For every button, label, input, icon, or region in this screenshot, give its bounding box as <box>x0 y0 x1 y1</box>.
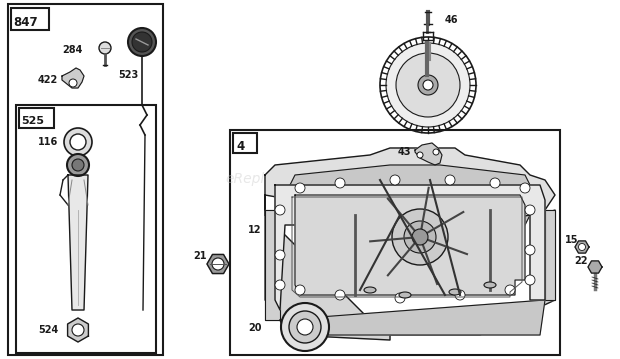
Bar <box>16 105 156 353</box>
Text: 12: 12 <box>248 225 262 235</box>
Polygon shape <box>265 195 555 340</box>
Polygon shape <box>295 195 525 295</box>
Circle shape <box>520 183 530 193</box>
Circle shape <box>297 319 313 335</box>
Polygon shape <box>415 143 442 165</box>
Circle shape <box>525 275 535 285</box>
Circle shape <box>275 205 285 215</box>
Bar <box>19 108 54 128</box>
Bar <box>8 4 163 355</box>
Circle shape <box>412 229 428 245</box>
Circle shape <box>335 290 345 300</box>
Ellipse shape <box>449 289 461 295</box>
Circle shape <box>295 183 305 193</box>
Bar <box>233 133 257 153</box>
Polygon shape <box>275 185 545 310</box>
Polygon shape <box>68 318 89 342</box>
Text: 15: 15 <box>565 235 578 245</box>
Polygon shape <box>265 148 555 215</box>
Circle shape <box>289 311 321 343</box>
Circle shape <box>128 28 156 56</box>
Circle shape <box>578 243 585 251</box>
Circle shape <box>390 175 400 185</box>
Ellipse shape <box>484 282 496 288</box>
Circle shape <box>212 258 224 270</box>
Circle shape <box>490 178 500 188</box>
Polygon shape <box>280 300 545 335</box>
Circle shape <box>335 178 345 188</box>
Text: 525: 525 <box>21 116 44 126</box>
Text: 21: 21 <box>193 251 206 261</box>
Circle shape <box>505 285 515 295</box>
Circle shape <box>275 250 285 260</box>
Circle shape <box>132 32 152 52</box>
Text: eReplacementParts.com: eReplacementParts.com <box>225 173 395 186</box>
Circle shape <box>445 175 455 185</box>
Text: 847: 847 <box>13 17 38 29</box>
Circle shape <box>281 303 329 351</box>
Circle shape <box>64 128 92 156</box>
Polygon shape <box>265 210 280 320</box>
Circle shape <box>433 149 439 155</box>
Circle shape <box>417 152 423 158</box>
Polygon shape <box>588 261 602 273</box>
Polygon shape <box>68 175 88 310</box>
Text: 22: 22 <box>574 256 588 266</box>
Text: 524: 524 <box>38 325 58 335</box>
Circle shape <box>72 159 84 171</box>
Circle shape <box>418 75 438 95</box>
Bar <box>11 8 49 30</box>
Circle shape <box>386 43 470 127</box>
Circle shape <box>423 80 433 90</box>
Circle shape <box>404 221 436 253</box>
Text: 284: 284 <box>62 45 82 55</box>
Circle shape <box>455 290 465 300</box>
Text: 422: 422 <box>38 75 58 85</box>
Circle shape <box>70 134 86 150</box>
Polygon shape <box>545 210 555 300</box>
Bar <box>230 130 560 355</box>
Circle shape <box>392 209 448 265</box>
Text: 46: 46 <box>445 15 459 25</box>
Text: 4: 4 <box>236 140 244 153</box>
Circle shape <box>525 245 535 255</box>
Circle shape <box>295 285 305 295</box>
Text: 20: 20 <box>248 323 262 333</box>
Ellipse shape <box>399 292 411 298</box>
Polygon shape <box>207 255 229 274</box>
Text: 523: 523 <box>118 70 138 80</box>
Circle shape <box>396 53 460 117</box>
Text: 116: 116 <box>38 137 58 147</box>
Circle shape <box>275 280 285 290</box>
Circle shape <box>525 205 535 215</box>
Circle shape <box>72 324 84 336</box>
Polygon shape <box>290 165 530 225</box>
Circle shape <box>69 79 77 87</box>
Circle shape <box>99 42 111 54</box>
Polygon shape <box>575 241 589 253</box>
Polygon shape <box>62 68 84 88</box>
Text: 43: 43 <box>398 147 412 157</box>
Ellipse shape <box>364 287 376 293</box>
Circle shape <box>395 293 405 303</box>
Circle shape <box>67 154 89 176</box>
